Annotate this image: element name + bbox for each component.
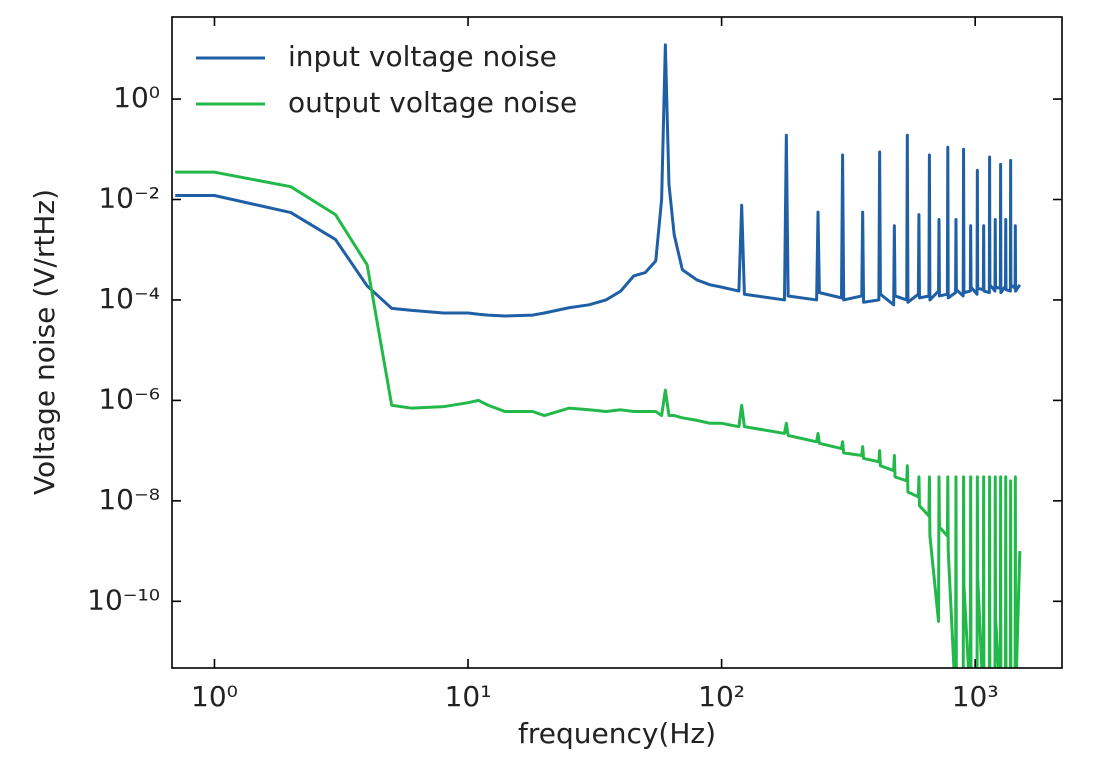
- legend-label: output voltage noise: [288, 86, 577, 119]
- legend-label: input voltage noise: [288, 40, 557, 73]
- y-tick-label: 10⁻⁶: [98, 382, 160, 415]
- y-tick-label: 10⁻⁴: [98, 282, 160, 315]
- series-line: [175, 43, 1022, 318]
- y-tick-label: 10⁻²: [98, 181, 160, 214]
- y-tick-label: 10⁻⁸: [98, 483, 160, 516]
- series-line: [175, 170, 1022, 668]
- plot-frame: [171, 16, 1063, 669]
- x-axis-label: frequency(Hz): [518, 717, 716, 750]
- x-tick-label: 10³: [952, 680, 999, 713]
- x-tick-label: 10⁰: [191, 680, 238, 713]
- x-tick-label: 10¹: [445, 680, 492, 713]
- x-tick-label: 10²: [698, 680, 745, 713]
- y-tick-label: 10⁻¹⁰: [87, 583, 160, 616]
- y-tick-label: 10⁰: [113, 81, 160, 114]
- y-axis-label: Voltage noise (V/rtHz): [28, 189, 61, 495]
- plot-lines: [175, 43, 1022, 668]
